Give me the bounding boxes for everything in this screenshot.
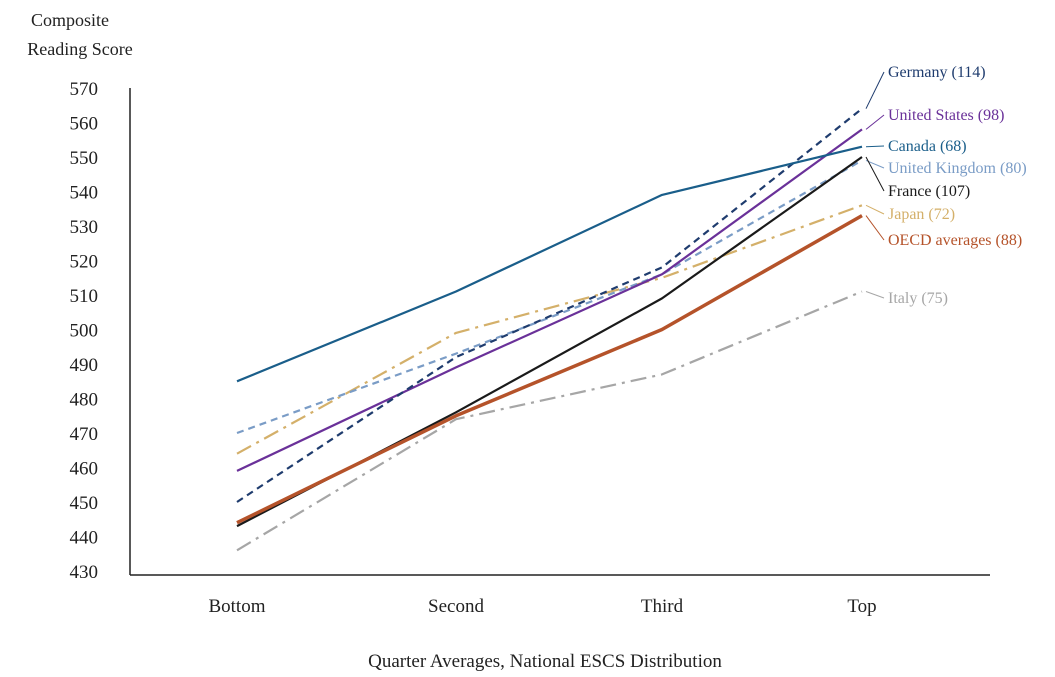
series-label-leader: [865, 204, 885, 215]
x-axis-ticks: Bottom Second Third Top: [208, 596, 876, 617]
series-label-leader: [865, 71, 885, 109]
y-tick-label: 540: [70, 183, 99, 204]
series-label-leader: [865, 145, 885, 148]
y-tick-label: 570: [70, 79, 99, 100]
y-axis-label-line-1: Composite: [31, 10, 109, 30]
series-label: OECD averages (88): [888, 232, 1022, 249]
series-line: [236, 107, 863, 503]
x-tick-label: Top: [847, 596, 876, 617]
series-lines: [236, 107, 863, 552]
x-tick-label: Third: [641, 596, 684, 617]
series-label-leader: [865, 291, 885, 299]
series-line: [236, 128, 863, 472]
series-label: United States (98): [888, 107, 1004, 124]
y-tick-label: 470: [70, 424, 99, 445]
series-label: Germany (114): [888, 64, 986, 81]
y-tick-label: 550: [70, 148, 99, 169]
series-label-leader: [865, 215, 885, 241]
y-tick-label: 480: [70, 390, 99, 411]
y-axis-ticks: 430 440 450 460 470 480 490 500 510 520 530 540 550 5…: [70, 79, 99, 583]
y-tick-label: 530: [70, 217, 99, 238]
series-line: [236, 290, 863, 552]
series-line: [236, 204, 863, 455]
x-tick-label: Bottom: [208, 596, 265, 617]
y-axis-label-line-2: Reading Score: [27, 39, 132, 59]
series-labels: Canada (68) Germany (114) United States (9…: [865, 64, 1027, 307]
series-line: [236, 159, 863, 435]
y-tick-label: 490: [70, 355, 99, 376]
x-axis-title: Quarter Averages, National ESCS Distribu…: [368, 651, 722, 672]
series-label: Italy (75): [888, 290, 948, 307]
series-label: France (107): [888, 183, 970, 200]
series-line: [236, 145, 863, 383]
y-tick-label: 520: [70, 252, 99, 273]
x-tick-label: Second: [428, 596, 484, 617]
y-tick-label: 500: [70, 321, 99, 342]
y-tick-label: 510: [70, 286, 99, 307]
y-tick-label: 450: [70, 493, 99, 514]
series-label-leader: [865, 114, 885, 130]
series-label-leader: [865, 156, 885, 192]
series-label: Canada (68): [888, 138, 967, 155]
series-line: [236, 214, 863, 525]
y-tick-label: 460: [70, 459, 99, 480]
series-label: United Kingdom (80): [888, 160, 1027, 177]
y-tick-label: 560: [70, 114, 99, 135]
y-tick-label: 430: [70, 562, 99, 583]
series-line: [236, 156, 863, 528]
y-tick-label: 440: [70, 528, 99, 549]
series-label: Japan (72): [888, 206, 955, 223]
